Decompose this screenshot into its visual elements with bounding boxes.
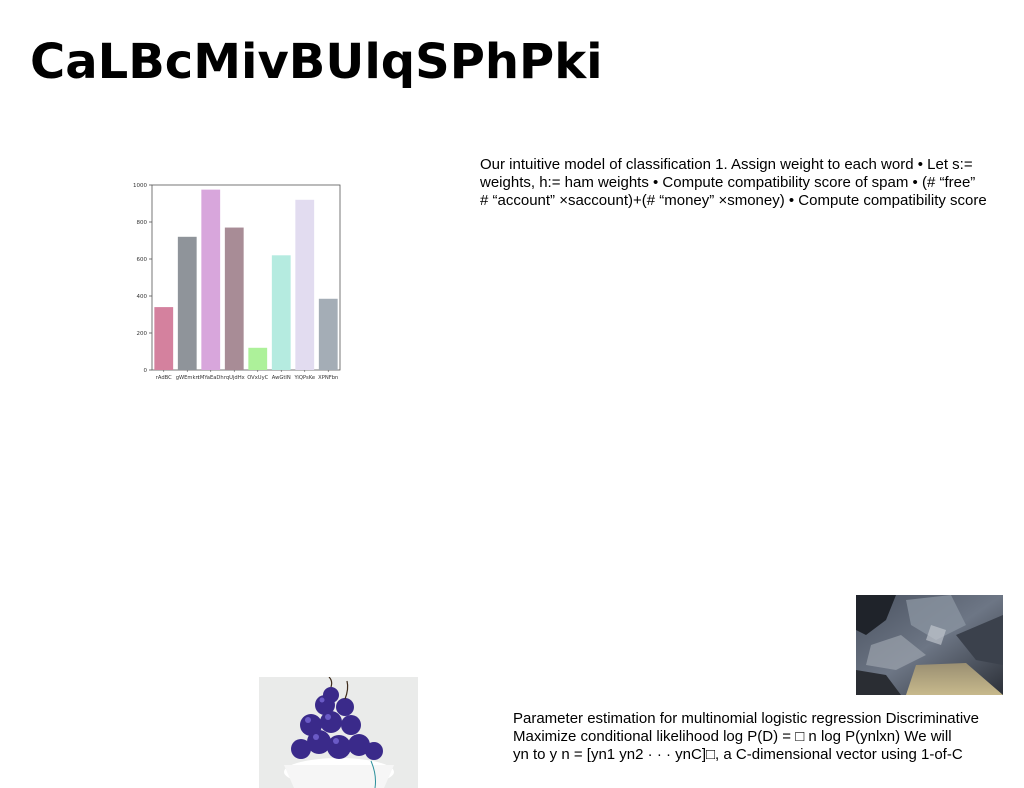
intuitive-model-paragraph: Our intuitive model of classification 1.… (480, 156, 1024, 210)
bar-XPNFbn (318, 298, 338, 370)
paragraph-line: # “account” ×saccount)+(# “money” ×smone… (480, 192, 987, 209)
rock-photo (856, 595, 1003, 695)
bar-tMYaEaDh (201, 189, 221, 370)
bar-gWEmkn (177, 236, 197, 370)
y-tick-label: 800 (137, 220, 148, 226)
cherries-photo (259, 677, 418, 788)
bar-AwGtlN (271, 255, 291, 370)
parameter-estimation-paragraph: Parameter estimation for multinomial log… (513, 710, 1024, 764)
x-tick-label: rAdBC (156, 375, 172, 381)
chart-frame (151, 184, 341, 371)
x-tick-label: YiQPsKe (293, 375, 315, 381)
bar-OVxUyC (248, 347, 268, 370)
chart-axes: 0 200 400 600 800 1000 (133, 183, 341, 374)
bar-rAdBC (154, 307, 174, 370)
paragraph-line: yn to y n = [yn1 yn2 · · · ynC]□, a C-di… (513, 746, 963, 763)
slide-title: CaLBcMivBUlqSPhPki (30, 34, 603, 90)
x-tick-label: XPNFbn (318, 375, 338, 381)
y-tick-label: 0 (144, 368, 148, 374)
x-tick-label: AwGtlN (272, 375, 291, 381)
x-tick-label: tMYaEaDh (198, 375, 224, 381)
bar-chart: 0 200 400 600 800 1000 rAdBC gWEmkn tMYaEaDh rqU… (133, 183, 341, 381)
paragraph-line: Our intuitive model of classification 1.… (480, 156, 973, 173)
chart-bars (154, 189, 338, 370)
chart-x-labels: rAdBC gWEmkn tMYaEaDh rqUjdHx OVxUyC AwGtlN Yi… (156, 370, 338, 381)
y-tick-label: 200 (137, 331, 148, 337)
y-tick-label: 600 (137, 257, 148, 263)
paragraph-line: weights, h:= ham weights • Compute compa… (480, 174, 976, 191)
paragraph-line: Parameter estimation for multinomial log… (513, 710, 979, 727)
x-tick-label: rqUjdHx (224, 375, 245, 381)
bar-YiQPsKe (295, 199, 315, 370)
bar-rqUjdHx (224, 227, 244, 370)
y-tick-label: 1000 (133, 183, 147, 189)
x-tick-label: gWEmkn (176, 375, 199, 381)
y-tick-label: 400 (137, 294, 148, 300)
x-tick-label: OVxUyC (247, 375, 268, 381)
paragraph-line: Maximize conditional likelihood log P(D)… (513, 728, 952, 745)
